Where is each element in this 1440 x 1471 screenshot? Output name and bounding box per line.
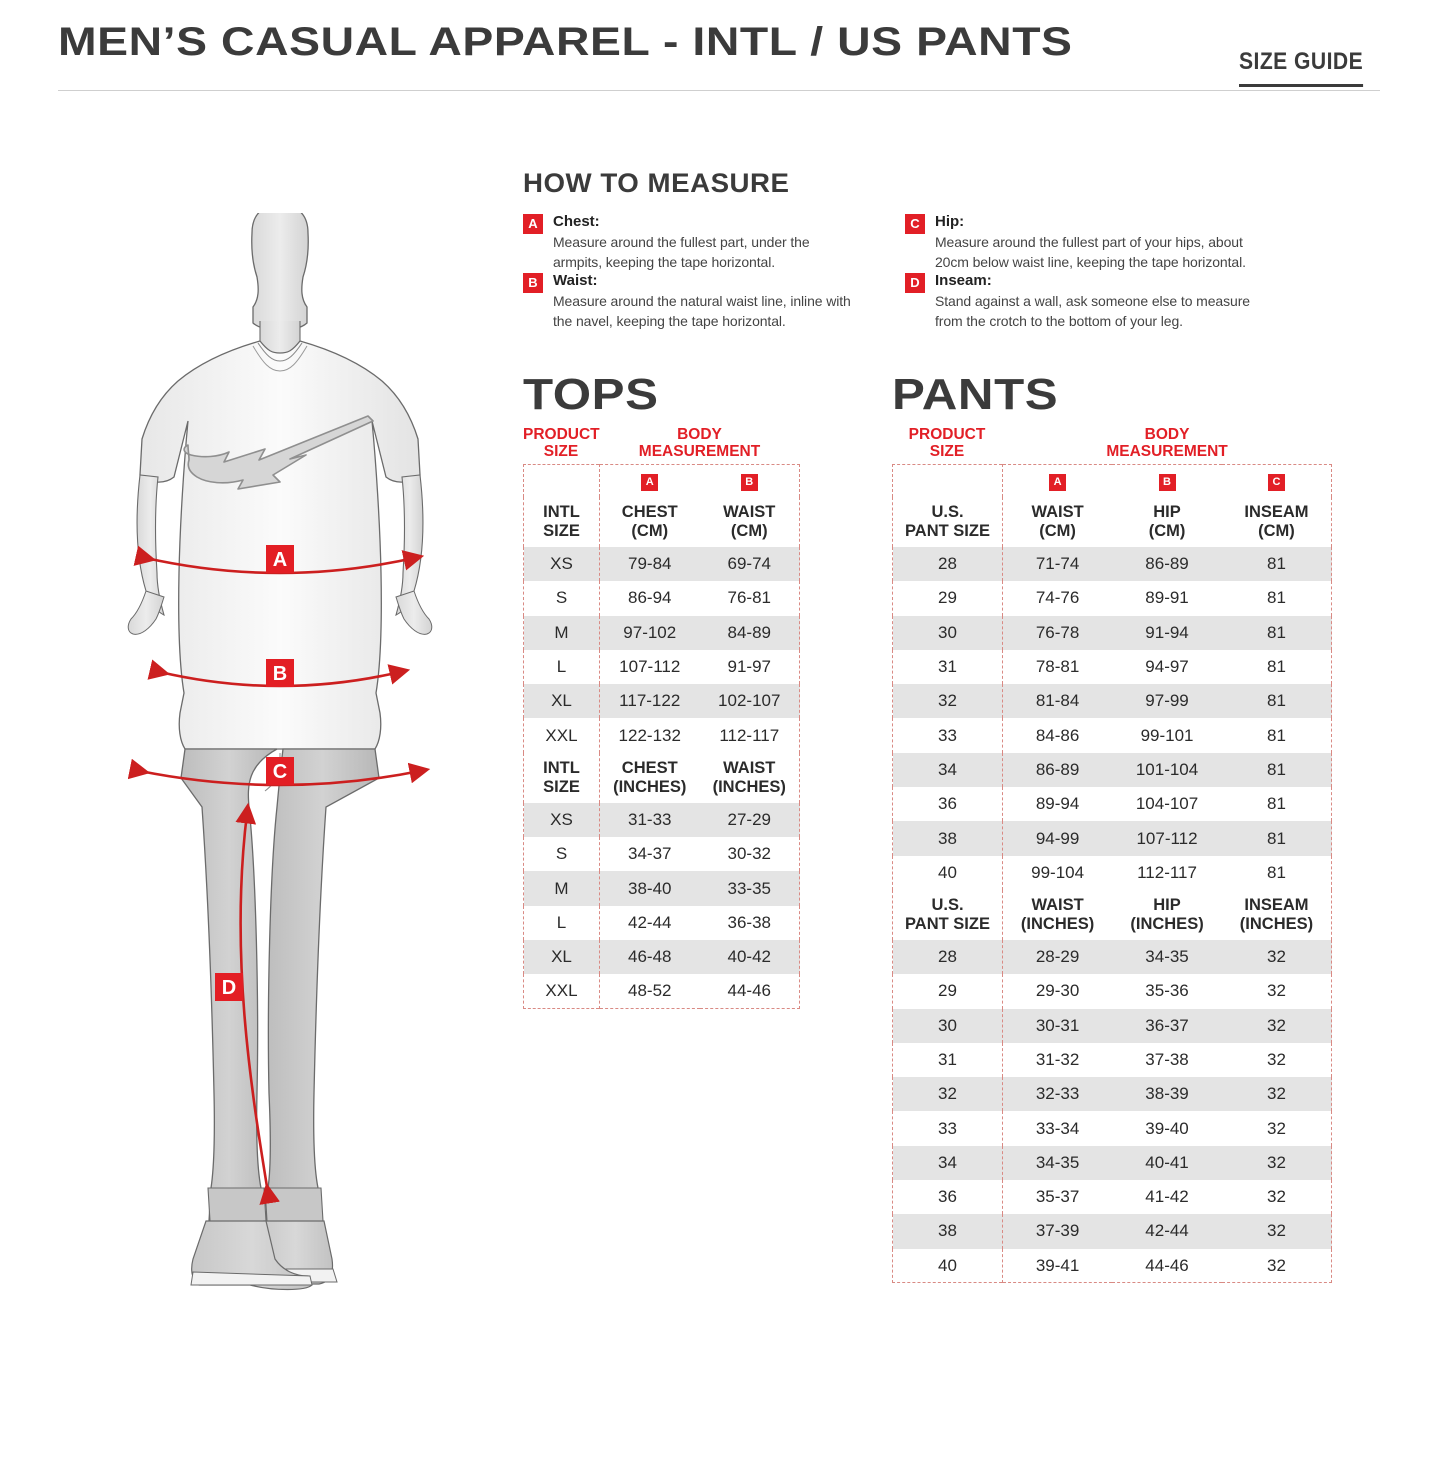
svg-text:A: A [273, 549, 287, 571]
svg-text:C: C [273, 761, 287, 783]
svg-text:B: B [273, 663, 287, 685]
svg-text:D: D [222, 977, 236, 999]
